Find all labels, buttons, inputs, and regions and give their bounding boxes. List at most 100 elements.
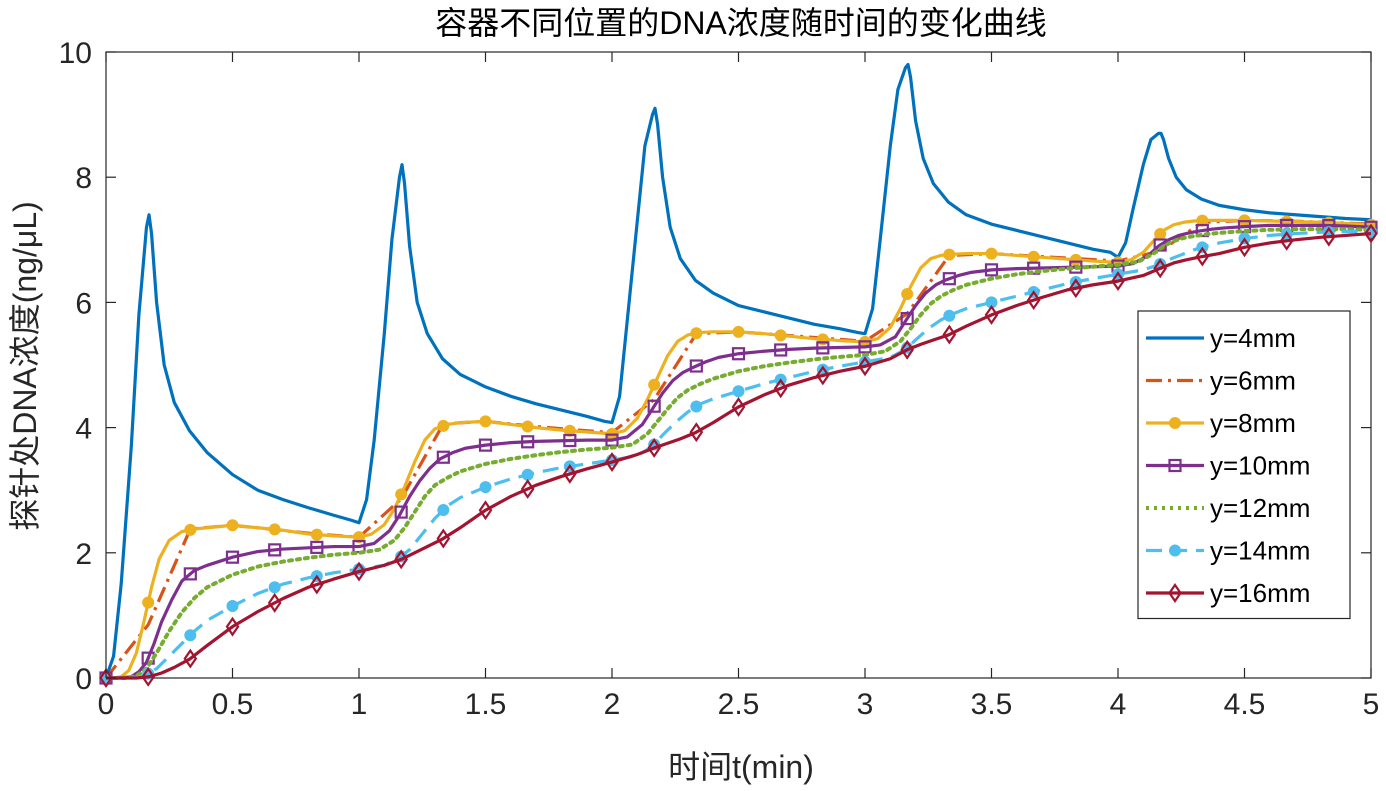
data-point	[732, 385, 745, 398]
data-point	[352, 561, 366, 582]
data-point	[267, 592, 282, 613]
data-point	[310, 540, 324, 554]
data-point	[1364, 223, 1378, 244]
data-point	[225, 616, 240, 637]
legend-label: y=4mm	[1210, 323, 1296, 353]
data-point	[1026, 290, 1041, 311]
data-point	[943, 248, 956, 261]
data-point	[436, 528, 451, 549]
data-point	[647, 438, 662, 458]
data-point	[1027, 261, 1041, 275]
data-point	[1237, 237, 1252, 258]
data-point	[436, 450, 450, 464]
chart-title: 容器不同位置的DNA浓度随时间的变化曲线	[435, 5, 1047, 41]
data-point	[99, 668, 113, 688]
data-point	[521, 435, 535, 449]
data-point	[394, 505, 408, 519]
data-point	[732, 325, 745, 338]
data-point	[394, 549, 409, 570]
legend-item: y=8mm	[1146, 408, 1296, 438]
data-point	[183, 567, 197, 581]
data-point	[731, 397, 746, 417]
data-point	[943, 309, 956, 322]
legend-label: y=6mm	[1210, 366, 1296, 396]
data-point	[309, 574, 324, 595]
data-point	[520, 479, 535, 499]
data-point	[942, 272, 956, 286]
x-tick-label: 5	[1363, 688, 1380, 721]
legend-item: y=16mm	[1146, 578, 1310, 608]
y-tick-label: 6	[75, 287, 92, 320]
x-tick-label: 2	[604, 688, 621, 721]
data-point	[479, 415, 492, 428]
x-tick-label: 3	[857, 688, 874, 721]
series-line	[104, 227, 1373, 680]
legend-item: y=10mm	[1146, 451, 1310, 481]
data-point	[647, 399, 661, 413]
data-point	[226, 519, 239, 532]
data-point	[226, 600, 239, 613]
data-point	[563, 433, 577, 448]
data-point	[901, 288, 914, 301]
series-line	[106, 231, 1372, 680]
series-line	[106, 218, 1372, 680]
data-point	[900, 339, 915, 360]
data-point	[1154, 227, 1167, 240]
data-point	[1195, 246, 1210, 267]
data-point	[690, 400, 703, 413]
data-point	[1279, 230, 1294, 251]
y-tick-label: 10	[59, 37, 92, 70]
y-tick-label: 8	[75, 162, 92, 195]
data-point	[225, 550, 240, 564]
legend-item: y=4mm	[1146, 323, 1296, 353]
y-axis: 0 2 4 6 8 10	[59, 37, 1371, 696]
legend-label: y=14mm	[1210, 536, 1310, 566]
data-point	[353, 531, 365, 544]
data-point	[858, 356, 872, 377]
legend-marker	[1168, 458, 1182, 473]
data-point	[184, 629, 197, 642]
data-point	[900, 311, 914, 326]
x-tick-label: 0.5	[212, 688, 254, 721]
series-y=12mm	[104, 227, 1373, 680]
x-axis-label: 时间t(min)	[668, 749, 814, 785]
legend-item: y=12mm	[1146, 493, 1310, 523]
data-point	[395, 488, 408, 501]
data-point	[815, 365, 830, 386]
data-point	[689, 359, 703, 373]
data-point	[141, 666, 156, 687]
data-point	[478, 438, 493, 452]
y-axis-label: 探针处DNA浓度(ng/μL)	[7, 201, 43, 531]
data-point	[437, 504, 450, 517]
data-point	[942, 324, 957, 345]
legend-label: y=16mm	[1210, 578, 1310, 608]
data-point	[563, 424, 576, 437]
data-point	[478, 500, 493, 521]
y-tick-label: 0	[75, 663, 92, 696]
series-line	[106, 223, 1372, 680]
series-y=16mm	[99, 223, 1378, 688]
x-tick-label: 3.5	[971, 688, 1013, 721]
data-point	[1068, 278, 1083, 299]
legend-label: y=12mm	[1210, 493, 1310, 523]
legend-label: y=10mm	[1210, 451, 1310, 481]
legend-item: y=14mm	[1146, 536, 1310, 566]
x-tick-label: 1	[351, 688, 368, 721]
data-point	[690, 327, 703, 340]
x-tick-label: 2.5	[718, 688, 760, 721]
x-tick-label: 1.5	[465, 688, 507, 721]
data-point	[521, 468, 534, 481]
data-point	[479, 481, 492, 494]
data-point	[521, 420, 534, 433]
data-point	[268, 543, 282, 557]
data-point	[648, 378, 661, 391]
x-axis: 0 0.5 1 1.5 2 2.5 3 3.5 4 4.5 5	[98, 52, 1380, 721]
legend-marker	[1168, 583, 1182, 603]
data-point	[310, 528, 323, 541]
y-tick-label: 4	[75, 413, 92, 446]
y-tick-label: 2	[75, 538, 92, 571]
data-point	[1069, 253, 1082, 266]
data-point	[984, 304, 999, 325]
data-point	[1321, 226, 1336, 247]
